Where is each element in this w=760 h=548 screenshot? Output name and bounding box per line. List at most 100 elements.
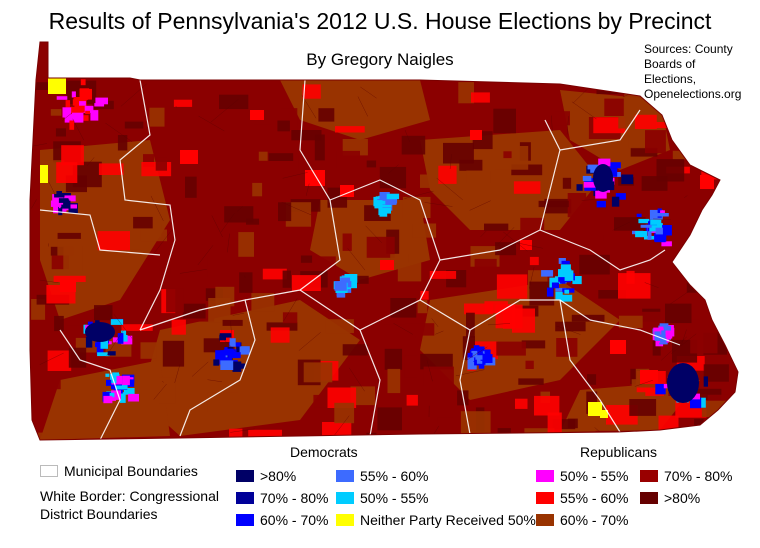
legend-rep-70-80: 70% - 80% (640, 468, 732, 484)
precinct-patch (61, 145, 84, 166)
precinct-patch (630, 147, 658, 157)
urban-precinct (576, 184, 583, 191)
municipal-boundary-line (357, 96, 369, 117)
legend-swatch (536, 492, 554, 504)
urban-precinct (379, 192, 390, 203)
urban-precinct (85, 110, 90, 114)
urban-precinct (219, 334, 226, 341)
precinct-patch (420, 291, 429, 300)
municipal-boundary-line (230, 321, 233, 339)
urban-precinct (374, 200, 383, 209)
urban-precinct (385, 196, 397, 205)
precinct-patch (182, 303, 206, 319)
precinct-patch (547, 412, 562, 438)
congressional-district-boundary (359, 329, 381, 437)
precinct-patch (677, 260, 690, 271)
municipal-boundary-line (431, 318, 439, 327)
precinct-patch (49, 378, 61, 390)
urban-precinct (103, 395, 113, 404)
municipal-boundary-line (404, 129, 410, 142)
precinct-patch (598, 290, 626, 299)
precinct-patch (423, 366, 454, 386)
precinct-patch (248, 429, 282, 440)
municipal-boundary-line (365, 225, 382, 243)
urban-precinct (475, 355, 483, 360)
precinct-patch (229, 428, 243, 440)
precinct-patch (701, 400, 730, 417)
congressional-district-boundary (539, 229, 666, 271)
urban-precinct (647, 230, 652, 240)
municipal-boundary-line (528, 267, 535, 289)
precinct-patch (495, 242, 517, 256)
precinct-patch (497, 428, 511, 435)
municipal-boundary-line (211, 215, 223, 238)
precinct-patch (302, 84, 321, 99)
legend-label: 70% - 80% (260, 490, 329, 506)
precinct-patch (459, 159, 483, 171)
urban-precinct (564, 289, 570, 294)
legend-swatch (236, 514, 254, 526)
urban-precinct (220, 350, 232, 356)
urban-precinct (107, 341, 112, 345)
urban-precinct (95, 342, 101, 347)
urban-precinct (598, 158, 611, 167)
precinct-patch (159, 377, 176, 404)
urban-precinct (347, 277, 357, 289)
urban-precinct (119, 392, 126, 403)
congressional-district-boundary (559, 299, 621, 433)
legend-swatch (336, 470, 354, 482)
municipal-boundary-line (347, 248, 366, 271)
legend-municipal-boundaries: Municipal Boundaries (40, 463, 198, 479)
urban-precinct (97, 352, 110, 357)
urban-precinct (386, 193, 400, 200)
municipal-boundary-line (661, 336, 688, 361)
urban-precinct (100, 340, 108, 349)
precinct-patch (618, 273, 651, 299)
congressional-district-boundary (589, 319, 681, 346)
precinct-patch (94, 305, 113, 321)
precinct-patch (266, 322, 298, 331)
municipal-boundary-line (227, 233, 230, 253)
urban-precinct (95, 97, 108, 105)
precinct-patch (32, 82, 52, 90)
republicans-legend-title: Republicans (580, 444, 658, 460)
municipal-boundary-line (197, 245, 214, 266)
precinct-patch (387, 368, 401, 394)
municipal-boundary-line (175, 105, 178, 108)
municipal-boundary-line (581, 199, 596, 201)
precinct-patch (57, 232, 81, 239)
municipal-boundary-line (281, 201, 312, 216)
municipal-boundary-line (230, 428, 255, 433)
municipal-boundary-line (210, 98, 239, 123)
urban-precinct (596, 200, 606, 208)
precinct-patch (270, 327, 290, 343)
urban-precinct (79, 88, 90, 93)
precinct-patch (417, 300, 428, 314)
municipal-boundary-line (480, 230, 487, 238)
urban-precinct (654, 233, 667, 242)
precinct-patch (314, 134, 325, 161)
sources-line-4: Openelections.org (644, 87, 742, 101)
legend-dem-55-60: 55% - 60% (336, 468, 428, 484)
precinct-patch (30, 406, 46, 418)
precinct-patch (466, 312, 475, 338)
urban-precinct (111, 390, 121, 400)
urban-precinct (703, 376, 708, 387)
urban-precinct (54, 194, 65, 198)
urban-precinct (558, 269, 566, 278)
precinct-patch (493, 108, 516, 134)
municipal-boundary-line (219, 335, 237, 352)
precinct-patch (652, 339, 661, 356)
precinct-patch (335, 126, 365, 133)
boundary-overlay (29, 41, 739, 441)
urban-precinct (381, 207, 391, 214)
congressional-district-boundary (119, 79, 176, 331)
urban-precinct (561, 260, 570, 265)
urban-precinct (659, 323, 669, 327)
municipal-boundary-line (174, 364, 181, 383)
precinct-patch (124, 121, 144, 129)
municipal-boundary-line (86, 157, 95, 167)
urban-precinct (477, 348, 483, 359)
municipal-boundary-line (72, 118, 85, 141)
municipal-boundary-line (556, 325, 581, 335)
